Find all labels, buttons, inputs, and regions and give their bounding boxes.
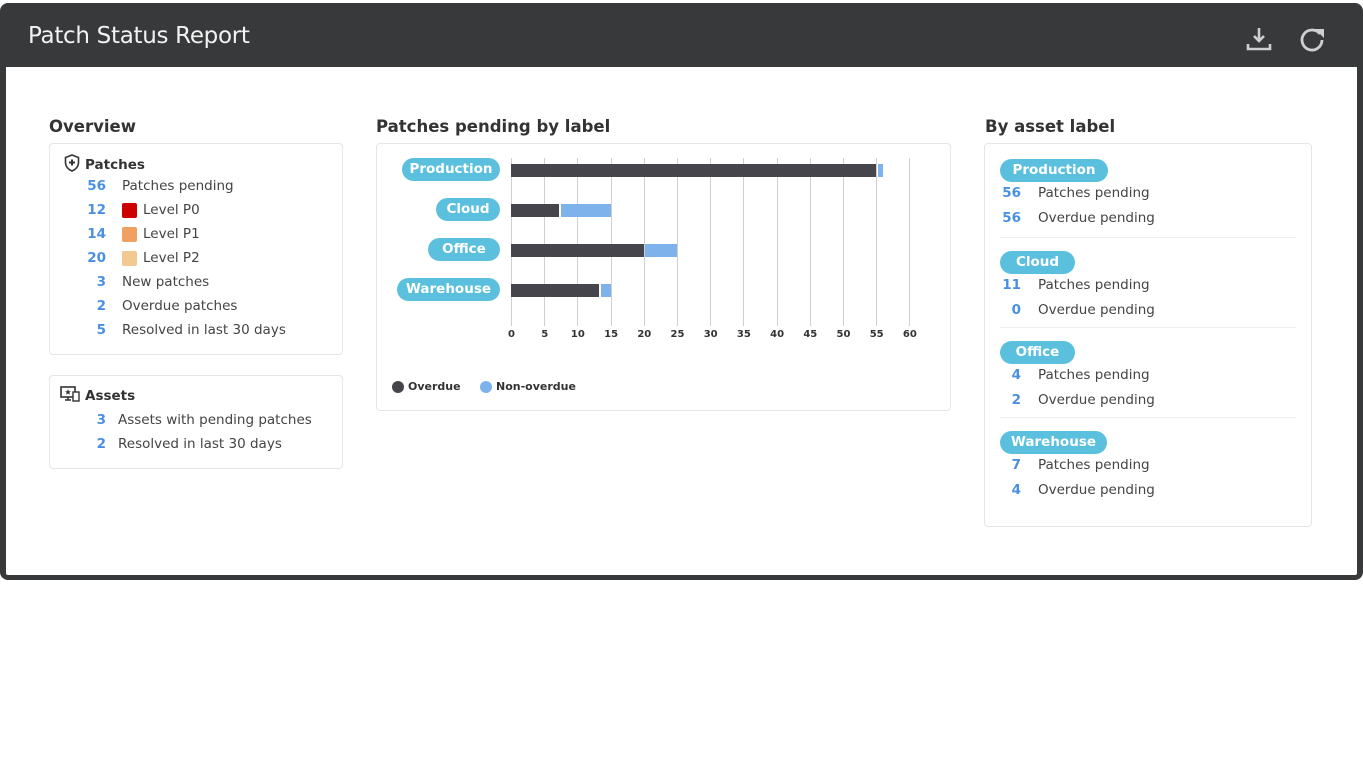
x-tick-label: 20 bbox=[637, 329, 652, 340]
gridline bbox=[677, 158, 678, 326]
non-overdue-dot-icon bbox=[480, 380, 492, 393]
divider bbox=[1000, 417, 1296, 418]
legend-overdue: Overdue bbox=[392, 380, 461, 393]
x-tick-label: 30 bbox=[703, 329, 718, 340]
p1-swatch bbox=[122, 226, 137, 242]
bar-warehouse-non-overdue[interactable] bbox=[600, 284, 611, 297]
stat-row: 2 Resolved in last 30 days bbox=[96, 436, 282, 452]
label-stat-row: 56 Patches pending bbox=[1002, 185, 1150, 201]
overview-title: Overview bbox=[49, 117, 136, 136]
label-stat-row: 2 Overdue pending bbox=[1011, 392, 1155, 408]
bar-cloud-overdue[interactable] bbox=[511, 204, 560, 217]
x-tick-label: 10 bbox=[570, 329, 585, 340]
label-stat-row: 7 Patches pending bbox=[1011, 457, 1150, 473]
chart-label-production: Production bbox=[402, 158, 500, 181]
gridline bbox=[876, 158, 878, 326]
x-tick-label: 40 bbox=[770, 329, 785, 340]
x-tick-label: 5 bbox=[541, 329, 549, 340]
p0-swatch bbox=[122, 202, 137, 218]
asset-label-cloud: Cloud bbox=[1000, 251, 1075, 274]
asset-label-production: Production bbox=[1000, 159, 1108, 182]
devices-icon bbox=[60, 386, 80, 406]
assets-card: Assets 3 Assets with pending patches 2 R… bbox=[49, 375, 343, 469]
stat-row-p1: 14 Level P1 bbox=[87, 226, 200, 242]
gridline bbox=[544, 158, 546, 326]
bar-office-overdue[interactable] bbox=[511, 244, 644, 257]
stat-row: 2 Overdue patches bbox=[96, 298, 238, 314]
gridline bbox=[909, 158, 911, 326]
gridline bbox=[710, 158, 712, 326]
chart-label-warehouse: Warehouse bbox=[397, 278, 500, 301]
gridline bbox=[743, 158, 745, 326]
label-stat-row: 11 Patches pending bbox=[1002, 277, 1150, 293]
gridline bbox=[643, 158, 645, 326]
x-tick-label: 55 bbox=[869, 329, 884, 340]
header-bar: Patch Status Report bbox=[0, 3, 1363, 67]
stat-row: 5 Resolved in last 30 days bbox=[96, 322, 286, 338]
divider bbox=[1000, 237, 1296, 238]
report-window: Patch Status Report Overview bbox=[0, 3, 1363, 580]
stat-row: 3 Assets with pending patches bbox=[96, 412, 312, 428]
overdue-dot-icon bbox=[392, 380, 404, 393]
gridline bbox=[610, 158, 612, 326]
chart-label-cloud: Cloud bbox=[436, 198, 500, 221]
refresh-icon[interactable] bbox=[1298, 25, 1326, 53]
stat-row: 56 Patches pending bbox=[87, 178, 234, 194]
asset-label-office: Office bbox=[1000, 341, 1075, 364]
page-title: Patch Status Report bbox=[28, 23, 250, 49]
x-tick-label: 0 bbox=[508, 329, 515, 340]
bar-warehouse-overdue[interactable] bbox=[511, 284, 600, 297]
report-content: Overview Patches 56 Patches pending 12 L… bbox=[6, 67, 1357, 575]
asset-label-warehouse: Warehouse bbox=[1000, 431, 1107, 454]
by-asset-label-title: By asset label bbox=[985, 117, 1116, 136]
gridline bbox=[511, 158, 512, 326]
x-tick-label: 60 bbox=[902, 329, 917, 340]
label-stat-row: 56 Overdue pending bbox=[1002, 210, 1155, 226]
bar-production-non-overdue[interactable] bbox=[877, 164, 883, 177]
legend-non-overdue: Non-overdue bbox=[480, 380, 576, 393]
bar-production-overdue[interactable] bbox=[511, 164, 877, 177]
gridline bbox=[843, 158, 844, 326]
stat-row-p0: 12 Level P0 bbox=[87, 202, 200, 218]
patches-heading: Patches bbox=[64, 154, 145, 176]
bar-office-non-overdue[interactable] bbox=[645, 244, 677, 257]
chart-label-office: Office bbox=[428, 238, 500, 261]
label-stat-row: 4 Overdue pending bbox=[1011, 482, 1155, 498]
bar-chart: 0 5 10 15 20 25 30 35 40 45 50 55 60 bbox=[377, 144, 952, 412]
patches-card: Patches 56 Patches pending 12 Level P0 1… bbox=[49, 143, 343, 355]
x-tick-label: 50 bbox=[836, 329, 851, 340]
gridline bbox=[809, 158, 811, 326]
by-asset-label-card: Production 56 Patches pending 56 Overdue… bbox=[984, 143, 1312, 527]
gridline bbox=[577, 158, 579, 326]
assets-heading: Assets bbox=[60, 386, 135, 406]
divider bbox=[1000, 327, 1296, 328]
gridline bbox=[776, 158, 778, 326]
x-tick-label: 15 bbox=[604, 329, 619, 340]
stat-row: 3 New patches bbox=[96, 274, 210, 290]
stat-row-p2: 20 Level P2 bbox=[87, 250, 200, 266]
bar-cloud-non-overdue[interactable] bbox=[560, 204, 611, 217]
chart-title: Patches pending by label bbox=[376, 117, 611, 136]
x-tick-label: 25 bbox=[670, 329, 685, 340]
shield-plus-icon bbox=[64, 154, 80, 176]
label-stat-row: 4 Patches pending bbox=[1011, 367, 1150, 383]
label-stat-row: 0 Overdue pending bbox=[1011, 302, 1155, 318]
chart-card: 0 5 10 15 20 25 30 35 40 45 50 55 60 Production Clou… bbox=[376, 143, 951, 411]
x-tick-label: 45 bbox=[803, 329, 818, 340]
download-icon[interactable] bbox=[1245, 25, 1273, 53]
p2-swatch bbox=[122, 250, 137, 266]
x-tick-label: 35 bbox=[736, 329, 751, 340]
